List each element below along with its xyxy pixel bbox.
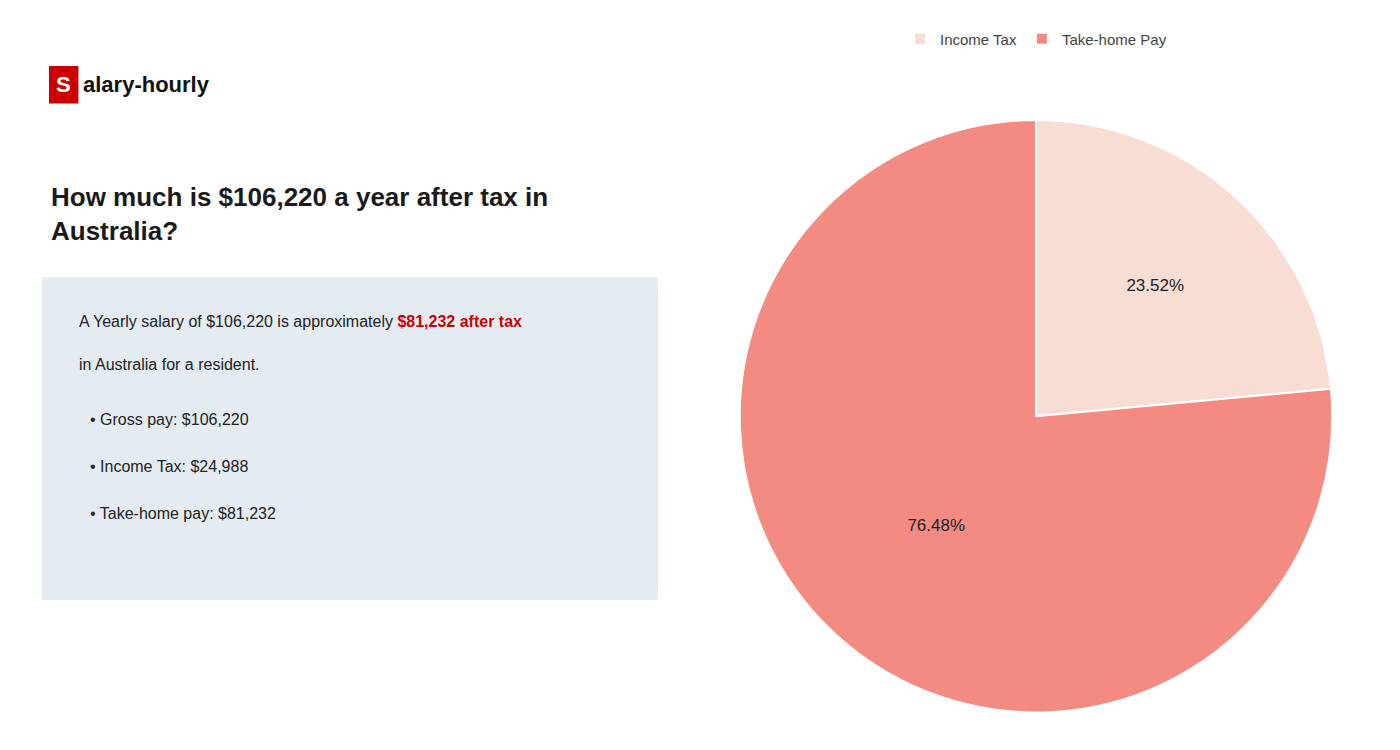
svg-text:• Gross pay: $106,220: • Gross pay: $106,220 (90, 411, 249, 428)
svg-text:in Australia for a resident.: in Australia for a resident. (79, 356, 260, 373)
svg-text:23.52%: 23.52% (1126, 276, 1184, 295)
svg-text:A Yearly salary of $106,220 is: A Yearly salary of $106,220 is approxima… (79, 313, 522, 330)
svg-text:76.48%: 76.48% (907, 516, 965, 535)
svg-text:Income Tax: Income Tax (940, 31, 1017, 48)
svg-text:• Take-home pay: $81,232: • Take-home pay: $81,232 (90, 505, 276, 522)
svg-text:Take-home Pay: Take-home Pay (1062, 31, 1167, 48)
svg-text:• Income Tax: $24,988: • Income Tax: $24,988 (90, 458, 248, 475)
svg-text:S: S (56, 72, 71, 97)
svg-text:How much is $106,220 a year af: How much is $106,220 a year after tax in… (51, 182, 548, 246)
svg-text:alary-hourly: alary-hourly (83, 72, 210, 97)
